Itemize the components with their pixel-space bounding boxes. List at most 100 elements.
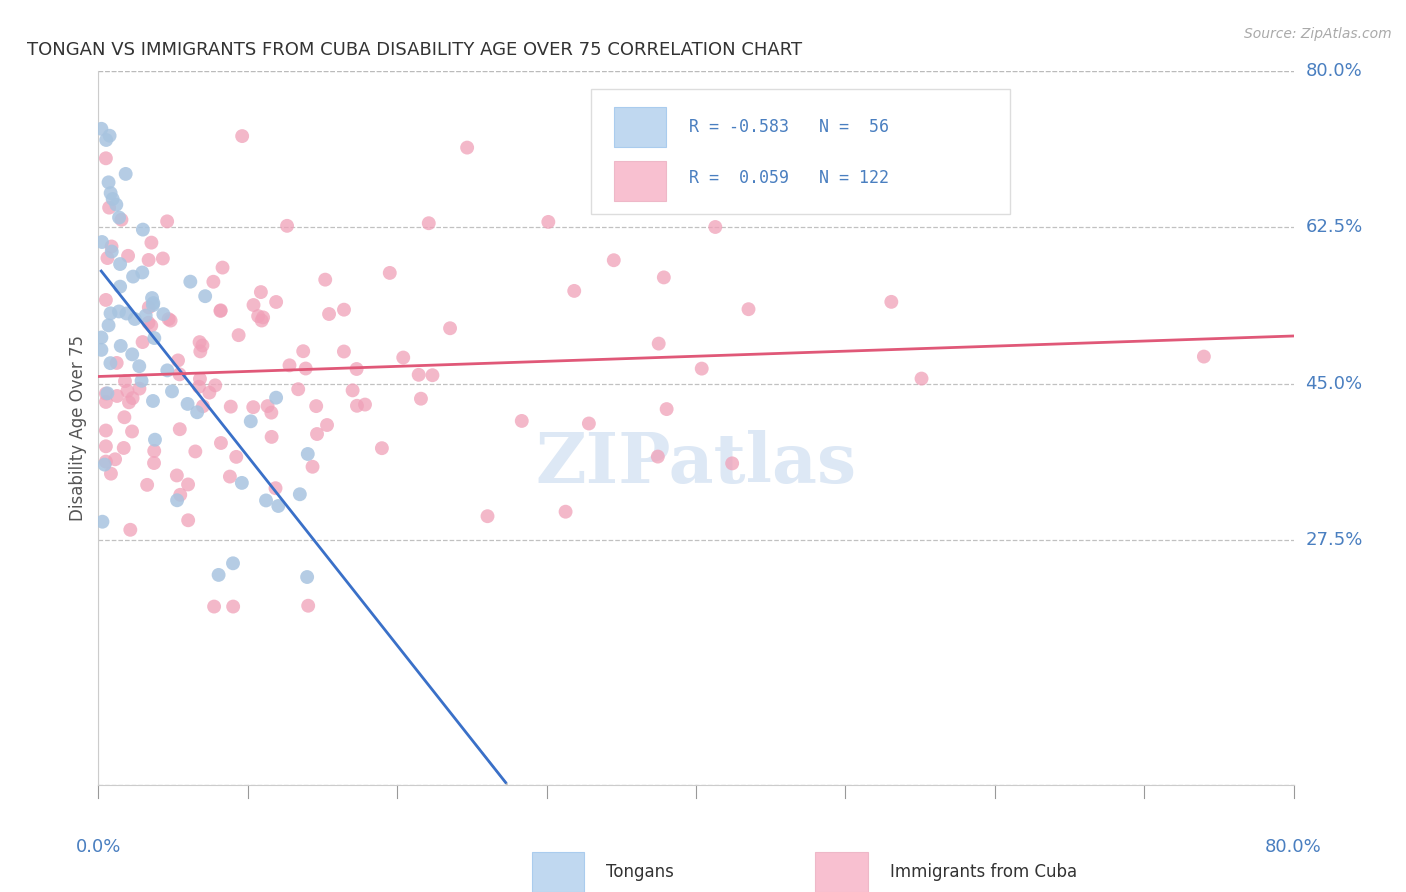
Point bbox=[156, 214, 179, 228]
Point bbox=[242, 298, 264, 312]
Point bbox=[98, 128, 121, 143]
Point bbox=[94, 293, 117, 307]
Point bbox=[333, 302, 356, 317]
Point bbox=[90, 121, 112, 136]
Point bbox=[194, 289, 217, 303]
Point bbox=[247, 309, 270, 323]
Point bbox=[209, 303, 232, 318]
Point bbox=[305, 427, 328, 442]
Point bbox=[94, 395, 117, 409]
Text: Source: ZipAtlas.com: Source: ZipAtlas.com bbox=[1244, 27, 1392, 41]
Point bbox=[97, 318, 120, 333]
Point bbox=[142, 394, 165, 409]
FancyBboxPatch shape bbox=[531, 852, 583, 892]
Point bbox=[128, 359, 150, 374]
Point bbox=[177, 477, 200, 491]
Point bbox=[169, 422, 191, 436]
Point bbox=[108, 211, 131, 225]
Point bbox=[143, 331, 166, 345]
Point bbox=[276, 219, 298, 233]
Point bbox=[222, 599, 245, 614]
Y-axis label: Disability Age Over 75: Disability Age Over 75 bbox=[69, 335, 87, 521]
Point bbox=[264, 481, 287, 495]
Point bbox=[198, 385, 221, 400]
Point bbox=[209, 304, 232, 318]
Point bbox=[97, 175, 120, 189]
Point bbox=[141, 318, 163, 333]
Point bbox=[603, 253, 626, 268]
Point bbox=[222, 556, 245, 570]
Point bbox=[456, 140, 478, 154]
Point bbox=[143, 433, 166, 447]
Point bbox=[169, 368, 191, 382]
Point bbox=[316, 417, 339, 432]
Point bbox=[314, 273, 336, 287]
Point bbox=[115, 306, 138, 320]
Point bbox=[118, 395, 141, 409]
Point bbox=[141, 235, 163, 250]
Point bbox=[219, 400, 242, 414]
Point bbox=[160, 384, 183, 399]
Point bbox=[143, 444, 166, 458]
Point bbox=[94, 386, 117, 401]
Text: 62.5%: 62.5% bbox=[1306, 219, 1362, 236]
Point bbox=[90, 330, 112, 344]
Point bbox=[652, 270, 675, 285]
Point bbox=[114, 374, 136, 388]
Point bbox=[176, 397, 198, 411]
Point bbox=[188, 335, 211, 350]
Text: 80.0%: 80.0% bbox=[1265, 838, 1322, 856]
Text: R = -0.583   N =  56: R = -0.583 N = 56 bbox=[689, 118, 889, 136]
Point bbox=[264, 391, 287, 405]
Point bbox=[131, 374, 153, 388]
Point bbox=[128, 382, 150, 396]
Point bbox=[117, 384, 139, 398]
Point bbox=[105, 389, 128, 403]
Point bbox=[346, 399, 368, 413]
Point bbox=[135, 309, 157, 323]
Point bbox=[169, 488, 191, 502]
Point bbox=[188, 380, 211, 394]
Text: ZIPatlas: ZIPatlas bbox=[536, 430, 856, 498]
Point bbox=[242, 400, 264, 414]
Point bbox=[910, 371, 932, 385]
Point bbox=[166, 468, 188, 483]
Point bbox=[260, 430, 283, 444]
Point bbox=[96, 386, 118, 401]
Point bbox=[219, 469, 242, 483]
Point bbox=[157, 312, 180, 326]
Point bbox=[409, 392, 432, 406]
Point bbox=[131, 265, 153, 279]
Point bbox=[256, 399, 278, 413]
Point bbox=[142, 296, 165, 310]
Point bbox=[288, 487, 311, 501]
Text: 45.0%: 45.0% bbox=[1306, 375, 1362, 392]
Point bbox=[292, 344, 315, 359]
Point bbox=[100, 467, 122, 481]
Point bbox=[231, 475, 253, 490]
Point bbox=[260, 406, 283, 420]
Point bbox=[647, 336, 669, 351]
Point bbox=[186, 405, 208, 419]
Point bbox=[110, 339, 132, 353]
Point bbox=[138, 252, 160, 267]
Point bbox=[250, 313, 273, 327]
FancyBboxPatch shape bbox=[815, 852, 868, 892]
Point bbox=[108, 257, 131, 271]
Point bbox=[342, 384, 364, 398]
Point bbox=[108, 304, 131, 318]
Point bbox=[202, 275, 225, 289]
Point bbox=[655, 402, 678, 417]
Point bbox=[179, 275, 201, 289]
Point bbox=[131, 334, 153, 349]
Text: R =  0.059   N = 122: R = 0.059 N = 122 bbox=[689, 169, 889, 187]
Point bbox=[136, 478, 159, 492]
Point bbox=[166, 493, 188, 508]
Point bbox=[156, 363, 179, 377]
Point bbox=[318, 307, 340, 321]
Point bbox=[122, 269, 145, 284]
Point bbox=[143, 456, 166, 470]
Point bbox=[301, 459, 323, 474]
Point bbox=[477, 509, 499, 524]
Point bbox=[121, 391, 143, 405]
